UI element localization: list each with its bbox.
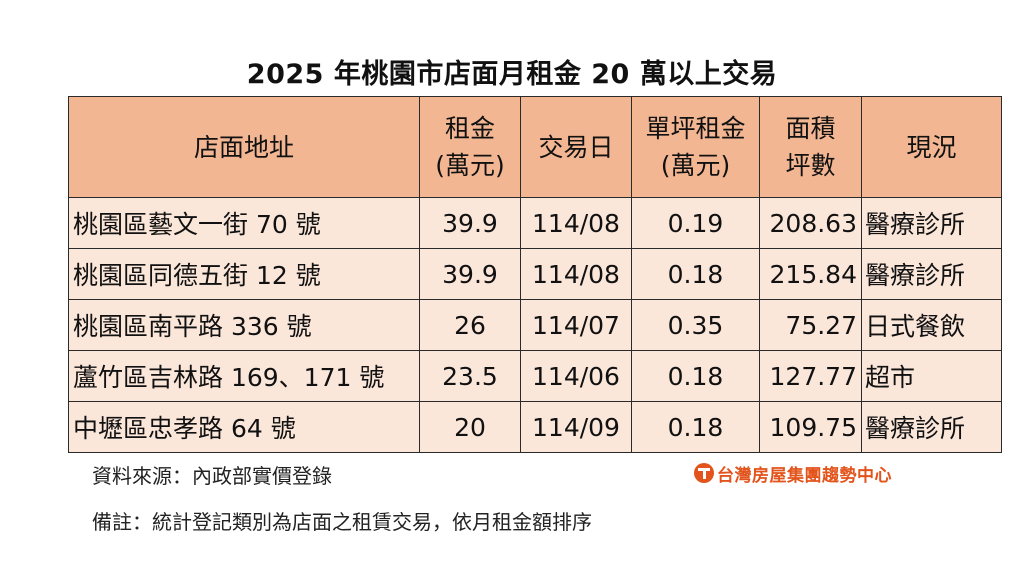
cell-date: 114/08: [520, 248, 632, 300]
header-status: 現況: [861, 96, 1002, 198]
cell-status: 醫療診所: [861, 248, 1002, 300]
cell-date: 114/09: [520, 401, 632, 453]
table-row: 蘆竹區吉林路 169、171 號 23.5 114/06 0.18 127.77…: [68, 350, 1002, 402]
cell-status: 日式餐飲: [861, 299, 1002, 351]
cell-rent: 26: [419, 299, 521, 351]
cell-rent: 39.9: [419, 248, 521, 300]
header-date: 交易日: [520, 96, 632, 198]
header-rent: 租金 (萬元): [419, 96, 521, 198]
cell-unit-rent: 0.18: [631, 350, 760, 402]
table-row: 中壢區忠孝路 64 號 20 114/09 0.18 109.75 醫療診所: [68, 401, 1002, 453]
table-row: 桃園區南平路 336 號 26 114/07 0.35 75.27 日式餐飲: [68, 299, 1002, 351]
header-area: 面積 坪數: [759, 96, 862, 198]
page-title: 2025 年桃園市店面月租金 20 萬以上交易: [246, 59, 778, 90]
table-row: 桃園區藝文一街 70 號 39.9 114/08 0.19 208.63 醫療診…: [68, 197, 1002, 249]
cell-date: 114/08: [520, 197, 632, 249]
cell-status: 醫療診所: [861, 197, 1002, 249]
logo-text: 台灣房屋集團趨勢中心: [717, 465, 892, 486]
cell-unit-rent: 0.19: [631, 197, 760, 249]
cell-area: 208.63: [759, 197, 862, 249]
cell-unit-rent: 0.18: [631, 248, 760, 300]
cell-date: 114/06: [520, 350, 632, 402]
cell-rent: 20: [419, 401, 521, 453]
cell-address: 桃園區藝文一街 70 號: [68, 197, 420, 249]
cell-address: 桃園區同德五街 12 號: [68, 248, 420, 300]
rent-table: 店面地址 租金 (萬元) 交易日 單坪租金 (萬元) 面積 坪數 現況 桃園區藝文一街…: [68, 96, 1002, 453]
header-address: 店面地址: [68, 96, 420, 198]
cell-unit-rent: 0.18: [631, 401, 760, 453]
cell-status: 超市: [861, 350, 1002, 402]
cell-address: 桃園區南平路 336 號: [68, 299, 420, 351]
table-row: 桃園區同德五街 12 號 39.9 114/08 0.18 215.84 醫療診…: [68, 248, 1002, 300]
cell-rent: 39.9: [419, 197, 521, 249]
cell-address: 中壢區忠孝路 64 號: [68, 401, 420, 453]
cell-area: 75.27: [759, 299, 862, 351]
table-header-row: 店面地址 租金 (萬元) 交易日 單坪租金 (萬元) 面積 坪數 現況: [68, 96, 1002, 198]
cell-rent: 23.5: [419, 350, 521, 402]
cell-status: 醫療診所: [861, 401, 1002, 453]
cell-unit-rent: 0.35: [631, 299, 760, 351]
cell-date: 114/07: [520, 299, 632, 351]
header-unit-rent: 單坪租金 (萬元): [631, 96, 760, 198]
footnote-text: 備註：統計登記類別為店面之租賃交易，依月租金額排序: [92, 510, 592, 534]
company-logo: 台灣房屋集團趨勢中心: [694, 461, 892, 486]
cell-area: 215.84: [759, 248, 862, 300]
cell-area: 109.75: [759, 401, 862, 453]
logo-t-icon: [694, 463, 714, 483]
data-source-text: 資料來源：內政部實價登錄: [92, 464, 332, 488]
cell-area: 127.77: [759, 350, 862, 402]
cell-address: 蘆竹區吉林路 169、171 號: [68, 350, 420, 402]
